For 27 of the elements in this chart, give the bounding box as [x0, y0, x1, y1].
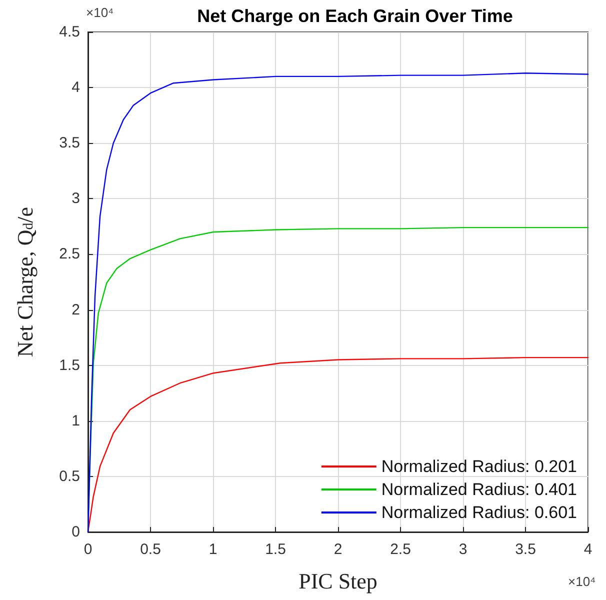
x-tick-label: 0.5 [140, 541, 161, 558]
text: ×10⁴ [86, 5, 114, 20]
legend-label: Normalized Radius: 0.201 [381, 457, 578, 476]
y-tick-label: 0.5 [59, 468, 80, 485]
x-tick-label: 0 [84, 541, 92, 558]
text: ×10⁴ [568, 574, 596, 589]
y-tick-label: 1 [72, 412, 80, 430]
y-tick-label: 3.5 [59, 134, 80, 152]
x-tick-label: 2 [334, 541, 342, 558]
y-tick-label: 2.5 [59, 246, 80, 263]
legend-label: Normalized Radius: 0.601 [381, 503, 578, 522]
x-axis-title: PIC Step [298, 568, 378, 594]
y-tick-label: 1.5 [59, 356, 80, 374]
y-tick-label: 3 [72, 190, 80, 208]
x-tick-label: 3 [458, 541, 468, 558]
legend-label: Normalized Radius: 0.401 [381, 480, 578, 499]
y-tick-label: 4 [72, 79, 80, 96]
y-tick-label: 0 [72, 524, 80, 540]
x-tick-label: 2.5 [390, 541, 411, 558]
x-tick-label: 1 [208, 541, 218, 558]
y-tick-label: 2 [72, 301, 80, 318]
x-tick-label: 1.5 [265, 541, 286, 558]
chart-title: Net Charge on Each Grain Over Time [197, 6, 513, 26]
x-tick-label: 4 [584, 541, 592, 558]
y-tick-label: 4.5 [59, 24, 80, 40]
x-tick-label: 3.5 [515, 541, 536, 558]
y-axis-title: Net Charge, Qd/e [12, 206, 38, 358]
